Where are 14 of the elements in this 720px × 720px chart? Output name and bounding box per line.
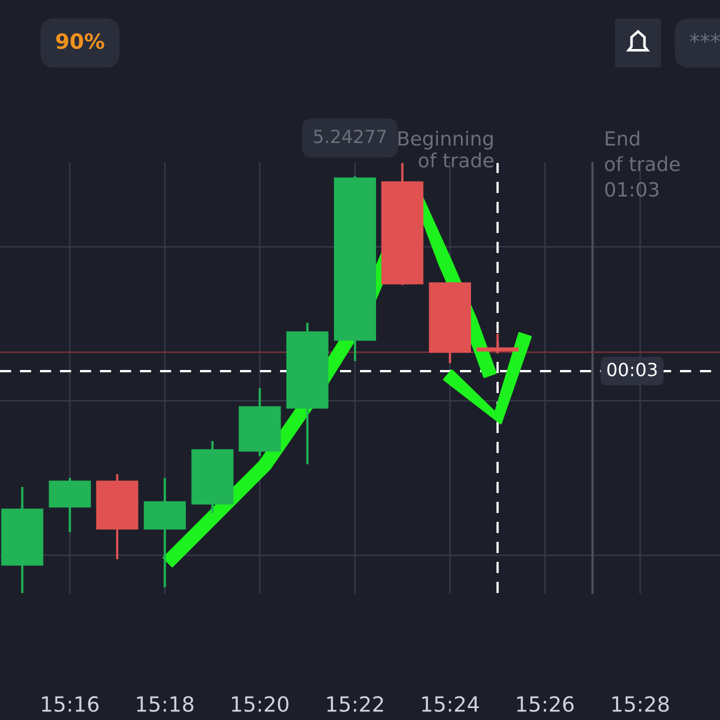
x-tick-label: 15:18 [137,696,194,712]
x-tick-label: 15:28 [612,696,669,712]
x-tick-label: 15:20 [232,696,288,712]
x-tick-label: 15:26 [517,696,574,712]
annotation: 00:03 [607,362,657,376]
x-tick-label: 15:24 [422,696,479,712]
text: *** [690,33,720,43]
annotation: End of trade 01:03 [605,130,680,197]
candlestick [476,334,519,354]
x-tick-label: 15:16 [42,696,99,712]
x-tick-label: 15:22 [327,696,383,712]
ref-line-label: Beginning of trade [398,130,494,168]
text: 5.24277 [314,130,386,144]
text: 90% [56,33,104,50]
